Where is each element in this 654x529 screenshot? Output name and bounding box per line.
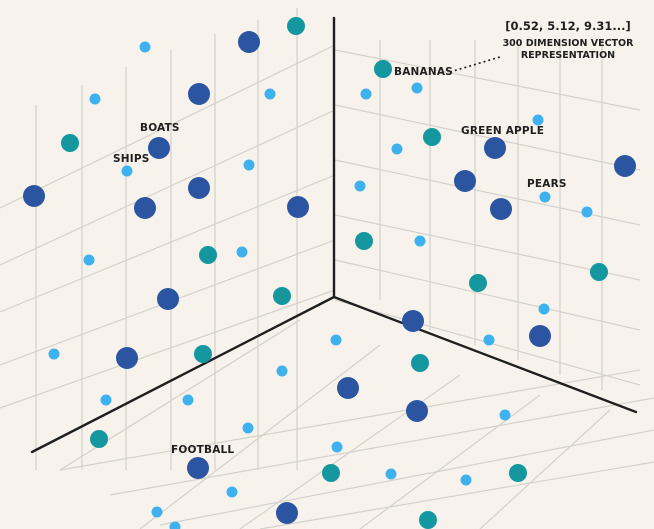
label-green-apple: GREEN APPLE bbox=[461, 125, 544, 137]
right-axis bbox=[332, 295, 638, 414]
embedding-point-small bbox=[264, 88, 276, 100]
embedding-point-small bbox=[182, 394, 194, 406]
embedding-point-small bbox=[276, 365, 288, 377]
embedding-point-small bbox=[330, 334, 342, 346]
label-ships: SHIPS bbox=[113, 153, 150, 165]
label-bananas: BANANAS bbox=[394, 66, 453, 78]
grid-line bbox=[239, 374, 461, 529]
embedding-point-medium bbox=[419, 511, 437, 529]
embedding-point-small bbox=[151, 506, 163, 518]
vector-values-text: [0.52, 5.12, 9.31...] bbox=[505, 19, 630, 33]
embedding-point-large bbox=[276, 502, 298, 524]
embedding-point-small bbox=[236, 246, 248, 258]
embedding-point-medium bbox=[469, 274, 487, 292]
embedding-point-large bbox=[529, 325, 551, 347]
embedding-point-small bbox=[100, 394, 112, 406]
embedding-point-small bbox=[385, 468, 397, 480]
embedding-point-medium bbox=[194, 345, 212, 363]
grid-line bbox=[109, 397, 654, 496]
embedding-point-small bbox=[538, 303, 550, 315]
embedding-point-large bbox=[134, 197, 156, 219]
embedding-point-small bbox=[83, 254, 95, 266]
embedding-point-medium bbox=[590, 263, 608, 281]
grid-line bbox=[359, 394, 541, 529]
grid-line bbox=[0, 109, 336, 266]
embedding-point-small bbox=[460, 474, 472, 486]
vector-caption-line1: 300 DIMENSION VECTOR bbox=[503, 38, 635, 49]
embedding-point-small bbox=[499, 409, 511, 421]
embedding-point-large bbox=[614, 155, 636, 177]
grid-line bbox=[334, 259, 641, 331]
label-football: FOOTBALL bbox=[171, 444, 234, 456]
vector-caption-line2: REPRESENTATION bbox=[521, 50, 615, 61]
embedding-point-small bbox=[483, 334, 495, 346]
embedding-point-large bbox=[490, 198, 512, 220]
label-boats: BOATS bbox=[140, 122, 180, 134]
embedding-point-small bbox=[331, 441, 343, 453]
embedding-point-small bbox=[360, 88, 372, 100]
embedding-point-large bbox=[157, 288, 179, 310]
embedding-point-large bbox=[188, 177, 210, 199]
vector-pointer-line bbox=[449, 56, 501, 73]
embedding-point-small bbox=[411, 82, 423, 94]
embedding-point-medium bbox=[355, 232, 373, 250]
grid-line bbox=[59, 369, 641, 471]
embedding-point-medium bbox=[322, 464, 340, 482]
grid-lines bbox=[0, 8, 654, 529]
axes bbox=[30, 16, 638, 454]
embedding-point-large bbox=[402, 310, 424, 332]
embedding-point-large bbox=[187, 457, 209, 479]
embedding-point-small bbox=[169, 521, 181, 529]
embedding-point-small bbox=[539, 191, 551, 203]
grid-line bbox=[259, 461, 654, 529]
embedding-point-large bbox=[23, 185, 45, 207]
embedding-point-small bbox=[243, 159, 255, 171]
embedding-point-medium bbox=[273, 287, 291, 305]
embedding-point-medium bbox=[90, 430, 108, 448]
embedding-point-small bbox=[139, 41, 151, 53]
embedding-point-small bbox=[414, 235, 426, 247]
embedding-point-medium bbox=[61, 134, 79, 152]
embedding-point-small bbox=[48, 348, 60, 360]
embedding-point-large bbox=[188, 83, 210, 105]
embedding-point-small bbox=[354, 180, 366, 192]
embedding-point-small bbox=[89, 93, 101, 105]
embedding-point-large bbox=[148, 137, 170, 159]
embedding-point-medium bbox=[509, 464, 527, 482]
embedding-points bbox=[23, 17, 636, 529]
embedding-point-medium bbox=[423, 128, 441, 146]
grid-line bbox=[334, 104, 641, 171]
embedding-point-small bbox=[581, 206, 593, 218]
embedding-point-medium bbox=[411, 354, 429, 372]
embedding-point-small bbox=[242, 422, 254, 434]
grid-line bbox=[0, 174, 336, 313]
embedding-point-large bbox=[406, 400, 428, 422]
left-axis bbox=[30, 295, 336, 454]
embedding-point-large bbox=[287, 196, 309, 218]
embedding-point-small bbox=[391, 143, 403, 155]
embedding-point-large bbox=[454, 170, 476, 192]
embedding-point-small bbox=[532, 114, 544, 126]
grid-line bbox=[0, 44, 336, 209]
grid-line bbox=[334, 214, 641, 281]
grid-line bbox=[479, 409, 611, 529]
embedding-point-medium bbox=[374, 60, 392, 78]
embedding-point-medium bbox=[199, 246, 217, 264]
grid-line bbox=[0, 289, 336, 409]
label-pears: PEARS bbox=[527, 178, 567, 190]
embedding-point-small bbox=[121, 165, 133, 177]
embedding-point-medium bbox=[287, 17, 305, 35]
grid-line bbox=[139, 344, 381, 529]
embedding-point-large bbox=[484, 137, 506, 159]
embedding-point-large bbox=[238, 31, 260, 53]
embedding-point-small bbox=[226, 486, 238, 498]
grid-line bbox=[334, 49, 641, 111]
embedding-point-large bbox=[116, 347, 138, 369]
embedding-point-large bbox=[337, 377, 359, 399]
grid-line bbox=[334, 159, 641, 226]
